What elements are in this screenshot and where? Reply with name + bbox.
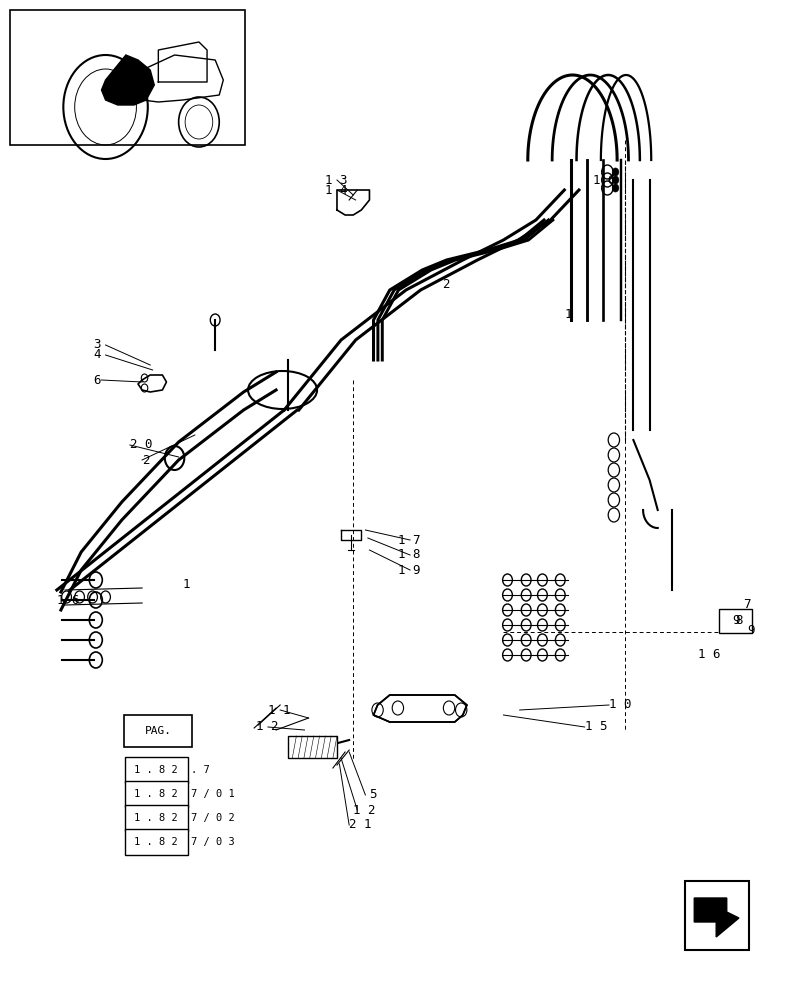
Text: 1 7: 1 7 bbox=[397, 534, 420, 546]
Text: 2: 2 bbox=[142, 454, 149, 466]
Text: 1 9: 1 9 bbox=[397, 564, 420, 576]
Text: 7 / 0 1: 7 / 0 1 bbox=[191, 789, 234, 799]
Text: 1 2: 1 2 bbox=[353, 804, 375, 816]
Text: 1 4: 1 4 bbox=[324, 184, 347, 196]
FancyBboxPatch shape bbox=[125, 757, 187, 783]
Text: 3: 3 bbox=[93, 338, 101, 352]
Circle shape bbox=[611, 184, 618, 192]
Text: 1 6: 1 6 bbox=[592, 174, 615, 186]
Text: 8: 8 bbox=[734, 613, 741, 626]
Circle shape bbox=[611, 168, 618, 176]
FancyBboxPatch shape bbox=[719, 609, 751, 633]
Bar bbox=[288, 736, 337, 758]
Bar bbox=[10, 10, 245, 145]
Text: 1 6: 1 6 bbox=[697, 648, 720, 662]
Text: 7: 7 bbox=[742, 598, 749, 611]
Text: 1 . 8 2: 1 . 8 2 bbox=[135, 837, 178, 847]
Text: 1 5: 1 5 bbox=[584, 720, 607, 734]
Text: 2: 2 bbox=[442, 278, 449, 292]
Text: . 7: . 7 bbox=[191, 765, 209, 775]
Text: 1 1: 1 1 bbox=[268, 704, 290, 716]
Text: 1 0: 1 0 bbox=[608, 698, 631, 712]
Text: 5: 5 bbox=[369, 788, 376, 802]
Text: 9: 9 bbox=[746, 624, 753, 637]
Text: 1: 1 bbox=[182, 578, 190, 591]
Text: 2 0: 2 0 bbox=[130, 438, 152, 452]
Text: 1 3: 1 3 bbox=[324, 174, 347, 186]
Text: 1 2: 1 2 bbox=[255, 720, 278, 734]
Text: 6: 6 bbox=[93, 373, 101, 386]
Text: 7 / 0 2: 7 / 0 2 bbox=[191, 813, 234, 823]
Text: 1 8: 1 8 bbox=[397, 548, 420, 562]
Text: 1 . 8 2: 1 . 8 2 bbox=[135, 813, 178, 823]
Text: 7 / 0 3: 7 / 0 3 bbox=[191, 837, 234, 847]
Text: 1 . 8 2: 1 . 8 2 bbox=[135, 765, 178, 775]
Text: 9: 9 bbox=[731, 614, 739, 628]
Text: 1 6: 1 6 bbox=[57, 593, 79, 606]
FancyBboxPatch shape bbox=[125, 805, 187, 831]
Text: PAG.: PAG. bbox=[144, 726, 172, 736]
Polygon shape bbox=[101, 55, 154, 105]
Text: 1: 1 bbox=[564, 308, 571, 322]
FancyBboxPatch shape bbox=[125, 781, 187, 807]
Text: 2 1: 2 1 bbox=[349, 818, 371, 832]
Text: 4: 4 bbox=[93, 349, 101, 361]
Polygon shape bbox=[693, 898, 738, 937]
Text: 1 . 8 2: 1 . 8 2 bbox=[135, 789, 178, 799]
FancyBboxPatch shape bbox=[125, 829, 187, 855]
Circle shape bbox=[611, 176, 618, 184]
Polygon shape bbox=[373, 695, 466, 722]
FancyBboxPatch shape bbox=[124, 715, 192, 747]
FancyBboxPatch shape bbox=[684, 881, 748, 950]
